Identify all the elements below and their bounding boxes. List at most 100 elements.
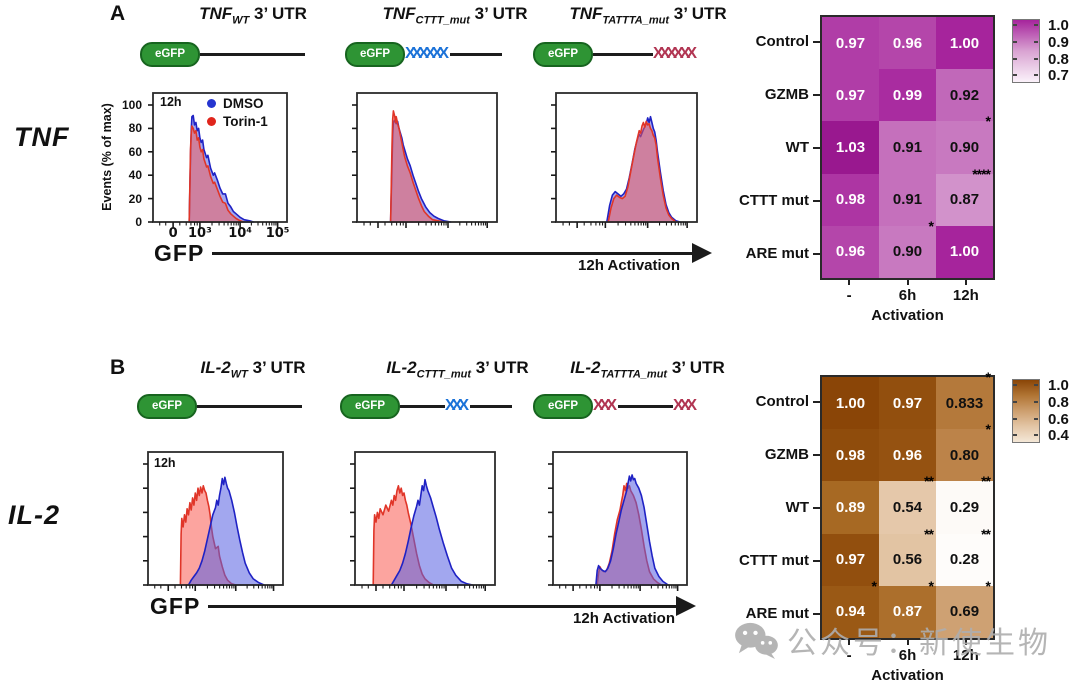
y-axis-label: Events (% of max) (100, 103, 114, 211)
colorbar-tick-mark (1034, 384, 1038, 386)
colorbar-tick-mark (1013, 57, 1017, 60)
heatmap-cell: 0.92 (936, 69, 993, 122)
heatmap-cell: 0.80 * (936, 421, 993, 482)
title-rest: 3’ UTR (469, 4, 528, 23)
egfp-pill: eGFP (137, 393, 197, 419)
gfp-axis-title: GFP (150, 593, 201, 619)
utr-line (618, 404, 674, 408)
mutation-x-marks: XXX (445, 397, 469, 414)
title-rest: 3’ UTR (669, 4, 727, 23)
legend: DMSO Torin-1 (207, 96, 268, 129)
flow-histogram-tnf-wt (148, 92, 288, 228)
colorbar-tick-mark (1013, 24, 1017, 26)
heatmap-cell-value: 0.97 (835, 34, 866, 52)
significance-stars: * (985, 577, 992, 594)
heatmap-cell-value: 0.54 (892, 498, 923, 516)
heatmap-cell: 0.91 (879, 173, 936, 226)
gene-name: IL-2 (386, 358, 417, 377)
heatmap-col-label: - (846, 287, 852, 304)
construct-diagram-tnf-wt: eGFP (140, 40, 305, 68)
significance-stars: ** (981, 525, 991, 542)
x-tick-mark (964, 640, 967, 645)
x-tick-label: 10⁵ (265, 226, 290, 241)
gfp-axis-title: GFP (154, 240, 205, 266)
heatmap-row-label: ARE mut (690, 604, 820, 624)
heatmap-cell: 0.89 (822, 481, 879, 534)
heatmap-cell: 0.56 ** (879, 526, 936, 586)
y-tick-label: 40 (128, 168, 142, 183)
activation-arrow-label: 12h Activation (578, 257, 680, 274)
legend-item-dmso: DMSO (207, 96, 268, 111)
gene-name: TNF (382, 4, 416, 23)
x-tick-mark (906, 280, 909, 285)
heatmap-cell: 0.90 * (879, 218, 936, 278)
x-tick-label: 10⁴ (228, 226, 252, 241)
heatmap-cell: 0.69 * (936, 578, 993, 638)
construct-diagram-tnf-cttt: eGFP XXXXXX (345, 40, 503, 68)
legend-label: DMSO (223, 96, 264, 111)
colorbar-tick-mark (1034, 400, 1038, 403)
colorbar-tick-mark (1034, 434, 1038, 437)
significance-stars: * (928, 217, 935, 234)
heatmap-col-label: - (846, 647, 852, 664)
gene-name: IL-2 (200, 358, 231, 377)
heatmap-row-label: GZMB (690, 85, 820, 105)
heatmap-cell-value: 0.80 (949, 446, 980, 464)
mutation-x-marks: XXX (593, 397, 617, 414)
heatmap-cell-value: 0.96 (892, 34, 923, 52)
heatmap-cell: 0.96 (879, 17, 936, 70)
heatmap-cell: 0.98 (822, 173, 879, 226)
construct-diagram-il2-tattta: eGFP XXX XXX (533, 392, 698, 420)
legend-label: Torin-1 (223, 114, 268, 129)
colorbar-tick-mark (1034, 40, 1038, 43)
watermark: 公众号：新使生物 (733, 618, 1051, 662)
heatmap-row-label: CTTT mut (690, 551, 820, 571)
heatmap-cell: 0.94 * (822, 578, 879, 638)
watermark-text: 公众号：新使生物 (787, 627, 1051, 660)
significance-stars: ** (924, 525, 934, 542)
construct-title-il2-cttt: IL-2CTTT_mut 3’ UTR (355, 358, 560, 380)
heatmap-row-label: WT (690, 498, 820, 518)
egfp-pill: eGFP (140, 41, 200, 67)
activation-arrow-label: 12h Activation (573, 610, 675, 627)
heatmap-cell-value: 0.97 (892, 394, 923, 412)
heatmap-cell-value: 1.00 (949, 243, 980, 261)
construct-title-tnf-cttt: TNFCTTT_mut 3’ UTR (355, 4, 555, 26)
gfp-axis-arrow-line (212, 252, 694, 255)
title-rest: 3’ UTR (471, 358, 529, 377)
heatmap-cell-value: 0.90 (892, 243, 923, 261)
construct-title-il2-wt: IL-2WT 3’ UTR (153, 358, 353, 380)
heatmap-tnf: Control GZMB WT CTTT mut ARE mut 0.97 0.96 1.00… (690, 15, 1080, 335)
colorbar-tick-mark (1013, 434, 1017, 437)
gene-subscript: WT (230, 368, 248, 381)
heatmap-cell: 0.833 * (936, 369, 993, 430)
significance-stars: **** (972, 165, 991, 182)
heatmap-cell-value: 0.28 (949, 551, 980, 569)
heatmap-row-label: Control (690, 392, 820, 412)
mutation-x-marks: XXXXXX (405, 45, 449, 62)
y-tick-label: 100 (121, 98, 142, 112)
heatmap-cell-value: 0.91 (892, 138, 923, 156)
heatmap-cell-value: 0.90 (949, 138, 980, 156)
title-rest: 3’ UTR (247, 358, 306, 377)
utr-line (200, 52, 305, 56)
mutation-x-marks: XXX (673, 397, 697, 414)
heatmap-cell-value: 0.98 (835, 446, 866, 464)
heatmap-il2: Control GZMB WT CTTT mut ARE mut 1.00 0.97 0.83… (690, 369, 1080, 692)
panel-a-label: A (110, 2, 126, 25)
heatmap-cell-value: 0.97 (835, 551, 866, 569)
heatmap-cell: 0.97 (822, 17, 879, 70)
colorbar (1012, 379, 1040, 443)
timepoint-label: 12h (160, 95, 182, 109)
gene-subscript: TATTTA_mut (602, 14, 670, 27)
utr-line (593, 52, 653, 56)
x-tick-mark (964, 280, 967, 285)
construct-title-il2-tattta: IL-2TATTTA_mut 3’ UTR (540, 358, 755, 380)
wechat-icon (735, 622, 778, 659)
heatmap-cell: 0.96 (879, 429, 936, 482)
construct-diagram-il2-wt: eGFP (137, 392, 302, 420)
gene-label-il2: IL-2 (8, 500, 61, 530)
y-tick-label: 20 (128, 191, 142, 206)
heatmap-cell-value: 0.87 (949, 191, 980, 209)
heatmap-cell: 0.97 (879, 377, 936, 430)
